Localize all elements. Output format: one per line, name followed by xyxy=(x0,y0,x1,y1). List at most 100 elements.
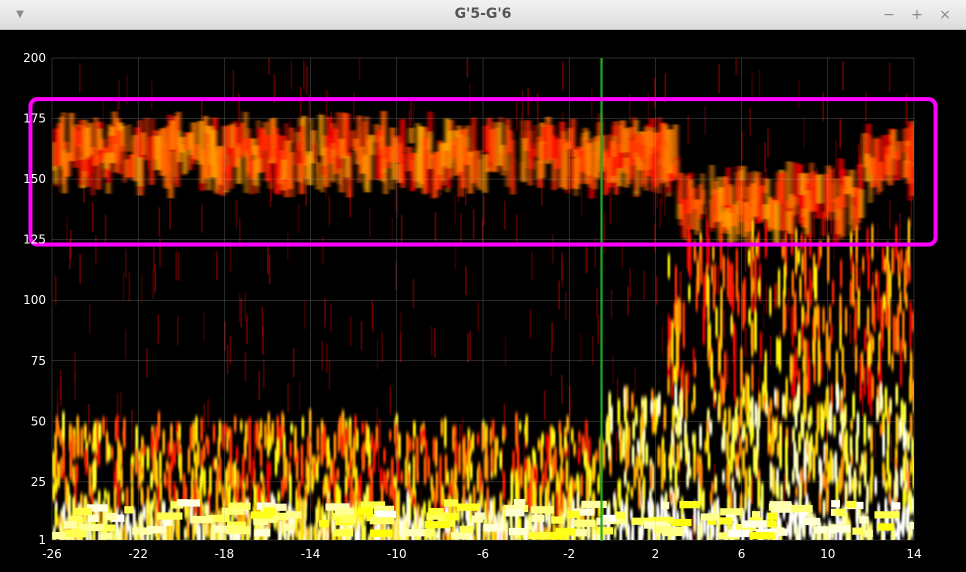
band-cell xyxy=(710,195,715,224)
lowfreq-cell xyxy=(581,435,585,452)
band-cell xyxy=(251,138,256,155)
heat-texture-cell xyxy=(459,424,461,454)
lowfreq-cell xyxy=(380,485,384,510)
x-axis-ticks: -26 -22 -18 -14 -10 -6 -2 2 6 10 14 xyxy=(42,547,921,561)
band-cell xyxy=(419,154,425,185)
lowfreq-cell xyxy=(88,465,92,497)
heat-texture-cell xyxy=(297,203,300,233)
lowfreq-cell xyxy=(516,445,520,470)
lowfreq-cell xyxy=(355,429,359,451)
lowfreq-cell xyxy=(64,476,68,502)
lowfreq-cell xyxy=(193,489,197,500)
band-cell xyxy=(133,140,136,162)
activity-cell xyxy=(860,352,864,382)
lowfreq-cell xyxy=(315,506,319,529)
lowfreq-cell xyxy=(195,474,199,487)
lowfreq-cell xyxy=(898,418,902,441)
lowfreq-cell xyxy=(98,422,102,441)
band-cell xyxy=(587,144,591,176)
baseline-cell xyxy=(459,525,474,534)
lowfreq-cell xyxy=(472,533,476,540)
band-cell xyxy=(461,129,466,167)
heat-texture-cell xyxy=(790,306,792,336)
heat-texture-cell xyxy=(169,200,171,230)
activity-cell xyxy=(687,225,691,273)
lowfreq-cell xyxy=(295,526,298,538)
lowfreq-cell xyxy=(393,476,397,487)
lowfreq-cell xyxy=(309,440,312,467)
band-cell xyxy=(137,157,142,187)
lowfreq-cell xyxy=(882,426,886,457)
activity-cell xyxy=(754,255,757,303)
activity-cell xyxy=(871,337,875,353)
lowfreq-cell xyxy=(530,483,534,514)
lowfreq-cell xyxy=(635,455,639,479)
band-cell xyxy=(635,133,638,170)
band-cell xyxy=(242,138,247,155)
close-button[interactable]: × xyxy=(939,7,951,23)
lowfreq-cell xyxy=(566,415,570,433)
lowfreq-cell xyxy=(627,524,631,540)
lowfreq-cell xyxy=(141,455,145,468)
lowfreq-cell xyxy=(735,467,739,478)
minimize-button[interactable]: − xyxy=(883,7,895,23)
heat-texture-cell xyxy=(124,487,127,517)
highlight-box-rect xyxy=(28,97,938,247)
baseline-cell xyxy=(286,511,302,519)
lowfreq-cell xyxy=(640,459,644,478)
band-cell xyxy=(254,145,259,186)
band-cell xyxy=(665,124,669,156)
heat-texture-cell xyxy=(128,272,131,302)
lowfreq-cell xyxy=(663,405,667,430)
lowfreq-cell xyxy=(554,447,557,476)
activity-cell xyxy=(707,234,710,270)
lowfreq-cell xyxy=(206,504,209,524)
lowfreq-cell xyxy=(222,424,225,449)
lowfreq-cell xyxy=(466,465,470,479)
lowfreq-cell xyxy=(419,429,423,446)
lowfreq-cell xyxy=(442,531,445,540)
lowfreq-cell xyxy=(406,513,410,535)
lowfreq-cell xyxy=(630,509,633,521)
lowfreq-cell xyxy=(206,438,210,456)
window-menu-icon[interactable]: ▼ xyxy=(16,9,24,20)
heat-texture-cell xyxy=(654,78,656,108)
lowfreq-cell xyxy=(472,485,476,515)
heat-texture-cell xyxy=(529,309,532,339)
lowfreq-cell xyxy=(196,442,200,467)
heat-texture-cell xyxy=(638,405,641,435)
band-cell xyxy=(211,130,216,178)
lowfreq-cell xyxy=(840,458,844,489)
band-cell xyxy=(904,140,910,178)
lowfreq-cell xyxy=(569,482,572,504)
band-cell xyxy=(96,154,101,190)
activity-cell xyxy=(799,276,802,302)
band-cell xyxy=(123,143,126,183)
activity-cell xyxy=(885,284,889,310)
maximize-button[interactable]: + xyxy=(911,7,923,23)
band-cell xyxy=(78,159,84,186)
lowfreq-cell xyxy=(546,483,550,509)
band-cell xyxy=(647,130,653,159)
heat-texture-cell xyxy=(659,198,662,228)
lowfreq-cell xyxy=(395,492,399,521)
lowfreq-cell xyxy=(757,480,761,509)
lowfreq-cell xyxy=(842,440,846,456)
lowfreq-cell xyxy=(225,428,229,452)
lowfreq-cell xyxy=(336,468,340,480)
band-cell xyxy=(310,118,313,158)
heat-texture-cell xyxy=(238,293,241,323)
baseline-cell xyxy=(206,514,230,523)
lowfreq-cell xyxy=(370,433,374,449)
lowfreq-cell xyxy=(865,499,869,515)
lowfreq-cell xyxy=(411,523,415,540)
baseline-cell xyxy=(373,505,395,514)
band-cell xyxy=(530,148,534,170)
lowfreq-cell xyxy=(744,469,748,500)
heat-texture-cell xyxy=(732,461,735,491)
lowfreq-cell xyxy=(221,484,225,501)
lowfreq-cell xyxy=(715,526,719,540)
lowfreq-cell xyxy=(93,421,97,452)
lowfreq-cell xyxy=(870,456,874,480)
lowfreq-cell xyxy=(625,493,629,510)
